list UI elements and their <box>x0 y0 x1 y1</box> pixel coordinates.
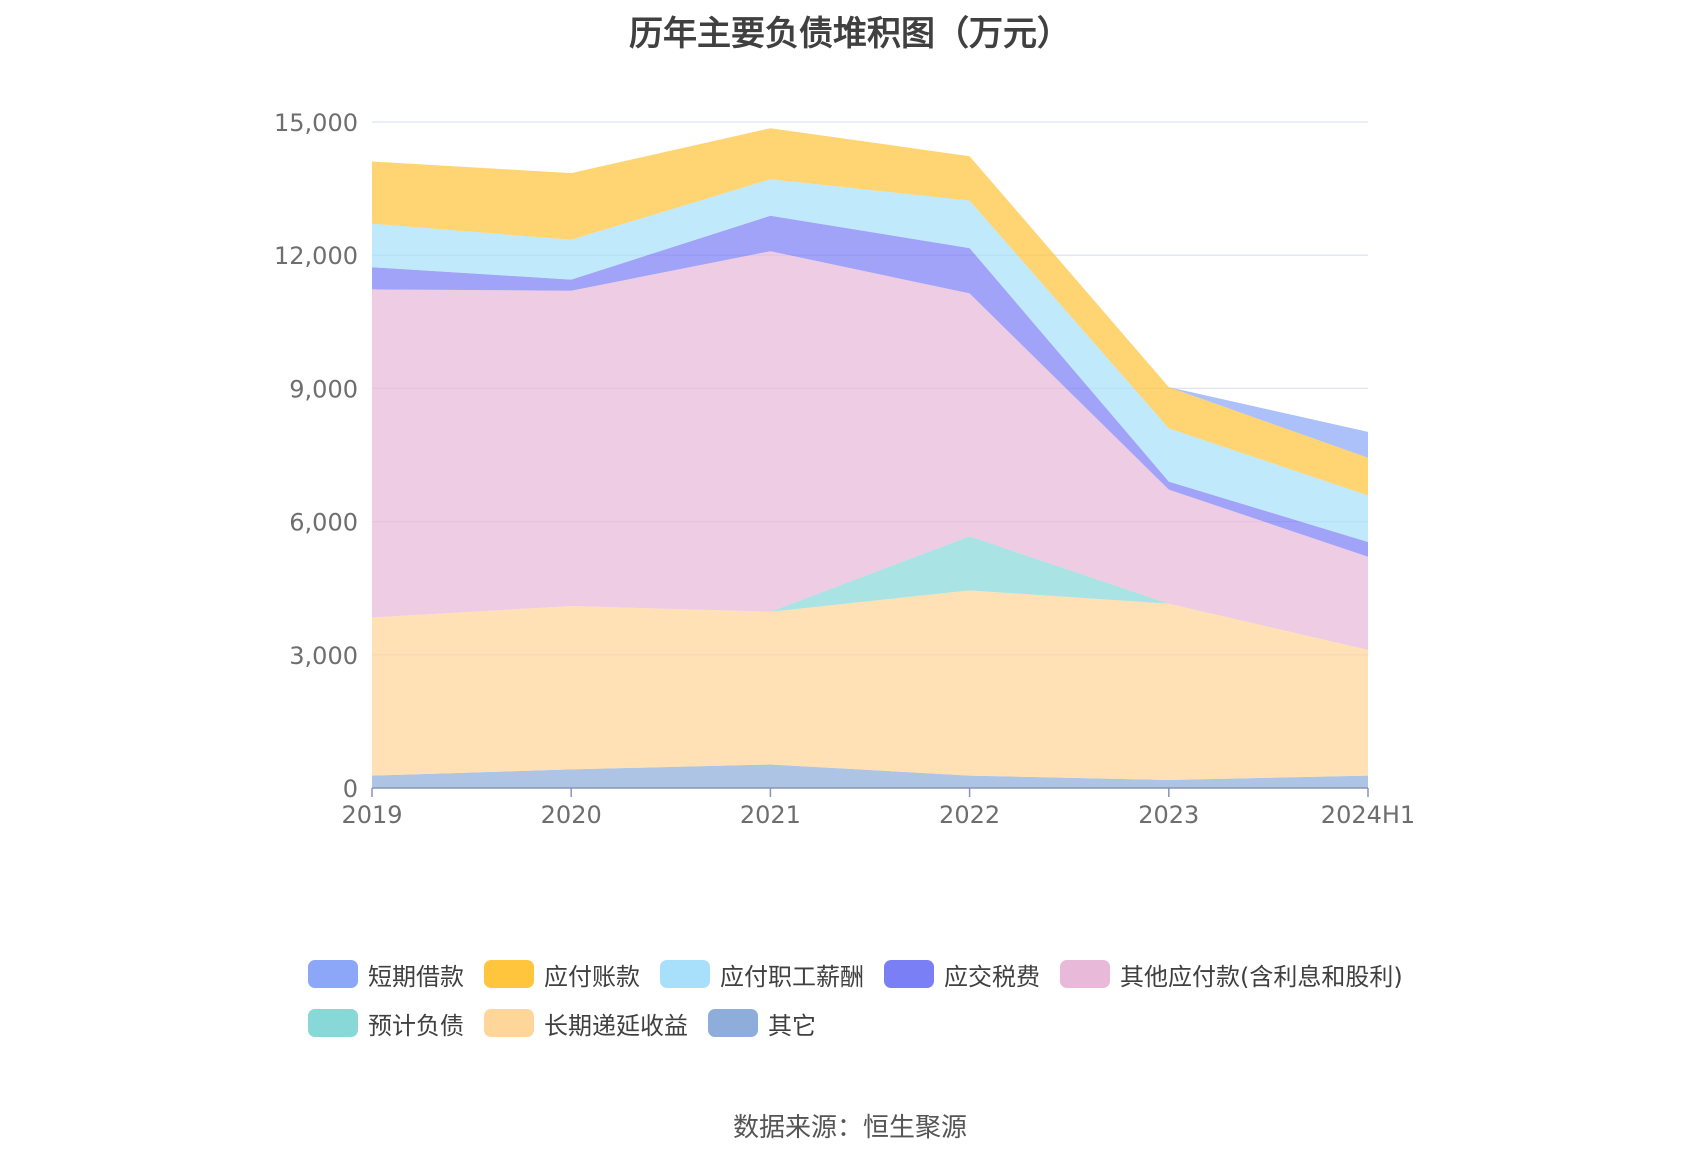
legend-item[interactable]: 预计负债 <box>308 1007 464 1040</box>
area-series-group <box>372 128 1368 788</box>
legend-item[interactable]: 应付职工薪酬 <box>660 958 864 991</box>
y-tick-label: 15,000 <box>274 109 358 137</box>
y-tick-label: 6,000 <box>289 509 358 537</box>
legend-item[interactable]: 应交税费 <box>884 958 1040 991</box>
legend-swatch <box>884 960 934 988</box>
x-tick-label: 2021 <box>740 801 801 829</box>
legend-swatch <box>660 960 710 988</box>
x-tick-label: 2024H1 <box>1321 801 1415 829</box>
legend-item[interactable]: 短期借款 <box>308 958 464 991</box>
y-tick-label: 0 <box>343 775 358 803</box>
legend-swatch <box>484 1009 534 1037</box>
stacked-area-chart: 0 3,000 6,000 9,000 12,000 15,000 2019 2020 2021… <box>274 109 1415 829</box>
y-tick-label: 3,000 <box>289 642 358 670</box>
y-tick-label: 9,000 <box>289 375 358 403</box>
axes: 0 3,000 6,000 9,000 12,000 15,000 2019 2020 2021… <box>274 109 1415 829</box>
x-tick-label: 2019 <box>341 801 402 829</box>
legend-label: 应交税费 <box>944 962 1040 991</box>
legend-item[interactable]: 应付账款 <box>484 958 640 991</box>
y-tick-label: 12,000 <box>274 242 358 270</box>
legend-item[interactable]: 长期递延收益 <box>484 1007 688 1040</box>
legend-label: 短期借款 <box>368 962 464 991</box>
legend-swatch <box>308 1009 358 1037</box>
legend-swatch <box>1060 960 1110 988</box>
x-tick-label: 2022 <box>939 801 1000 829</box>
area-其他应付款(含利息和股利) <box>372 251 1368 650</box>
area-应交税费 <box>372 215 1368 557</box>
x-tick-label: 2020 <box>541 801 602 829</box>
area-预计负债 <box>372 536 1368 650</box>
legend-row: 短期借款 应付账款 应付职工薪酬 应交税费 其他应付款(含利息和股利) <box>308 958 1458 991</box>
area-其它 <box>372 764 1368 788</box>
legend-label: 长期递延收益 <box>544 1011 688 1040</box>
data-source-note: 数据来源：恒生聚源 <box>732 1113 967 1143</box>
legend-label: 预计负债 <box>368 1011 464 1040</box>
area-应付账款 <box>372 128 1368 496</box>
legend-item[interactable]: 其他应付款(含利息和股利) <box>1060 958 1403 991</box>
legend-row: 预计负债 长期递延收益 其它 <box>308 1007 1458 1040</box>
legend-label: 应付账款 <box>544 962 640 991</box>
legend: 短期借款 应付账款 应付职工薪酬 应交税费 其他应付款(含利息和股利) 预计负债 长期递延收… <box>308 958 1458 1056</box>
legend-item[interactable]: 其它 <box>708 1007 816 1040</box>
legend-swatch <box>308 960 358 988</box>
x-tick-label: 2023 <box>1138 801 1199 829</box>
chart-title: 历年主要负债堆积图（万元） <box>629 14 1071 54</box>
legend-label: 应付职工薪酬 <box>720 962 864 991</box>
area-长期递延收益 <box>372 590 1368 780</box>
legend-swatch <box>484 960 534 988</box>
legend-label: 其他应付款(含利息和股利) <box>1120 962 1403 991</box>
area-应付职工薪酬 <box>372 179 1368 543</box>
legend-swatch <box>708 1009 758 1037</box>
legend-label: 其它 <box>768 1011 816 1040</box>
